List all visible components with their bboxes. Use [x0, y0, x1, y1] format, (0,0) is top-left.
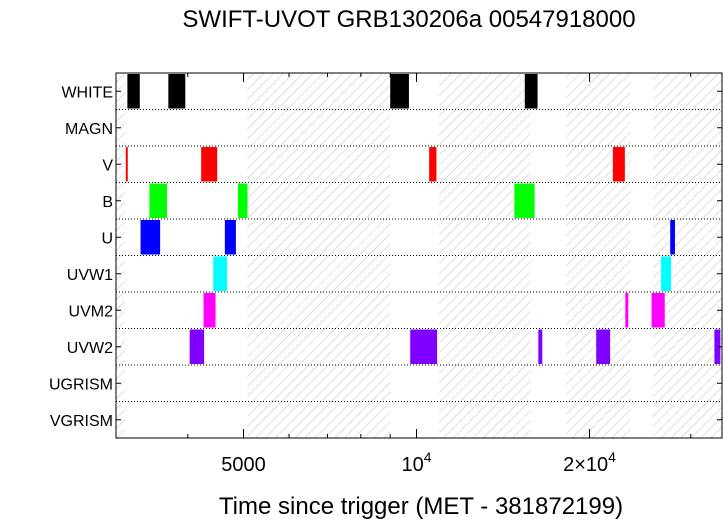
exposure-bar-u [670, 220, 675, 255]
filter-label-white: WHITE [61, 84, 113, 101]
x-tick-label: 104 [402, 449, 432, 476]
filter-label-vgrism: VGRISM [50, 413, 113, 430]
exposure-bar-uvw2 [410, 329, 438, 364]
exposure-bars [125, 74, 721, 364]
filter-label-uvw2: UVW2 [67, 340, 113, 357]
observation-gaps [116, 73, 722, 438]
x-axis-ticks: 5000 104 2×104 [115, 73, 692, 476]
exposure-bar-uvw1 [213, 256, 227, 291]
x-tick-label: 2×104 [563, 449, 616, 476]
exposure-bar-b [149, 183, 167, 218]
gap-hatch-region [116, 73, 125, 438]
exposure-bar-v [429, 147, 437, 182]
exposure-bar-uvm2 [203, 293, 216, 328]
filter-label-v: V [102, 157, 113, 174]
filter-label-magn: MAGN [65, 121, 113, 138]
filter-label-b: B [102, 194, 113, 211]
exposure-bar-uvm2 [625, 293, 629, 328]
plot-frame [115, 72, 723, 439]
filter-row-separators [116, 109, 722, 402]
gap-hatch-region [653, 73, 722, 438]
exposure-bar-u [224, 220, 236, 255]
exposure-bar-v [125, 147, 128, 182]
exposure-bar-uvw2 [189, 329, 205, 364]
exposure-bar-white [127, 74, 140, 109]
exposure-bar-uvw1 [661, 256, 672, 291]
exposure-bar-uvm2 [651, 293, 665, 328]
exposure-bar-white [390, 74, 409, 109]
filter-label-uvm2: UVM2 [69, 303, 114, 320]
chart-title: SWIFT-UVOT GRB130206a 00547918000 [182, 6, 635, 33]
exposure-bar-v [201, 147, 218, 182]
filter-label-ugrism: UGRISM [49, 376, 113, 393]
exposure-bar-v [612, 147, 625, 182]
x-axis-label: Time since trigger (MET - 381872199) [219, 493, 623, 520]
exposure-bar-uvw2 [596, 329, 611, 364]
exposure-bar-white [524, 74, 538, 109]
filter-label-u: U [101, 230, 113, 247]
exposure-bar-b [237, 183, 248, 218]
exposure-bar-white [168, 74, 186, 109]
gap-hatch-region [247, 73, 391, 438]
filter-labels: WHITE MAGN V B U UVW1 UVM2 UVW2 UGRISM VGRISM [49, 84, 722, 430]
filter-label-uvw1: UVW1 [67, 267, 113, 284]
exposure-bar-uvw2 [538, 329, 543, 364]
x-tick-label: 5000 [221, 454, 266, 476]
exposure-bar-u [140, 220, 161, 255]
exposure-bar-b [514, 183, 535, 218]
